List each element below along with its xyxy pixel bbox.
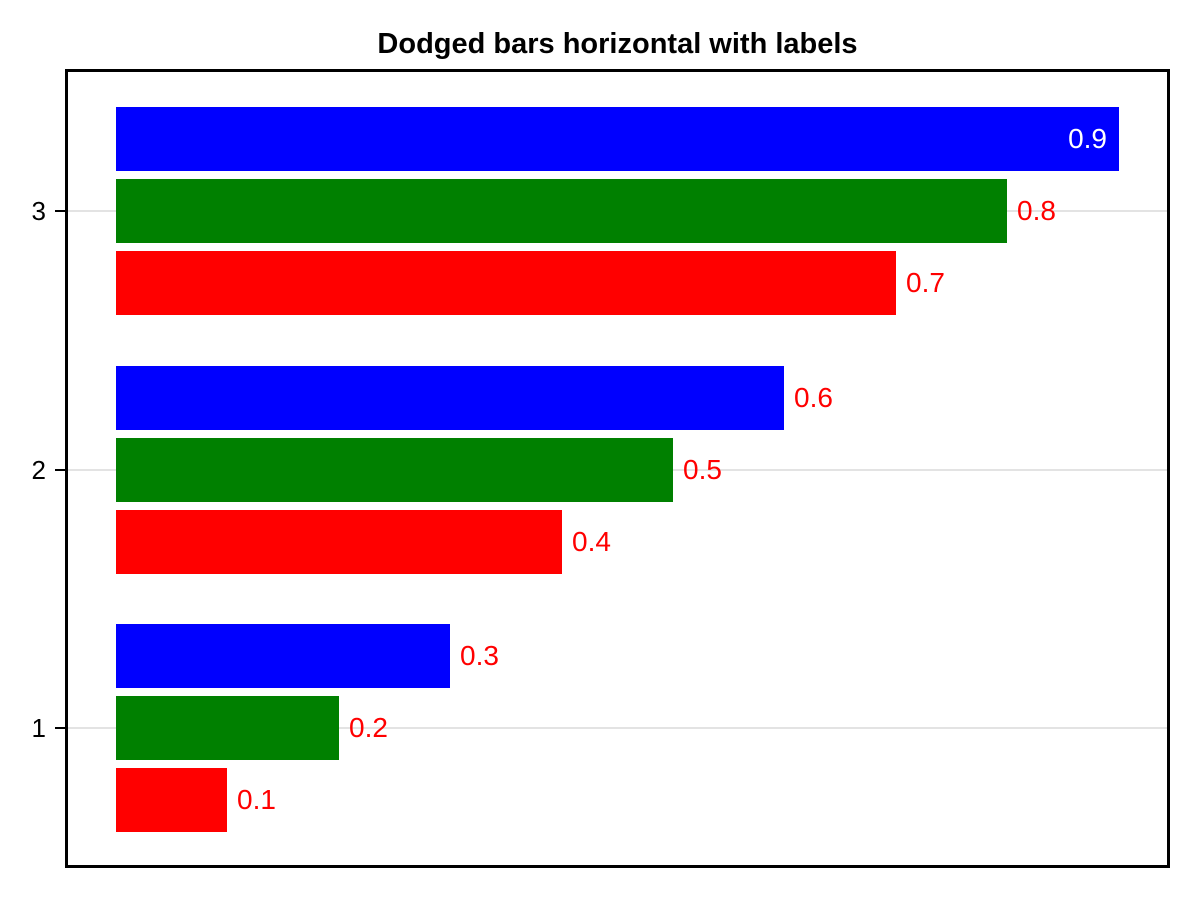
y-tick-mark [55, 210, 66, 212]
bar-value-label: 0.1 [237, 784, 276, 815]
y-tick-label: 2 [31, 454, 46, 485]
bar-blue-series-group2 [116, 366, 784, 430]
bar-red-series-group1 [116, 768, 227, 832]
bar-value-label: 0.6 [794, 382, 833, 413]
y-gridline [68, 727, 1167, 729]
y-tick-label: 3 [31, 196, 46, 226]
bar-green-series-group1 [116, 696, 339, 760]
bar-blue-series-group1 [116, 624, 450, 688]
bar-red-series-group3 [116, 251, 896, 315]
y-tick-mark [55, 468, 66, 471]
bar-value-label: 0.3 [460, 640, 499, 671]
chart-title: Dodged bars horizontal with labels [377, 28, 858, 60]
bar-value-label: 0.4 [572, 526, 611, 557]
bar-red-series-group2 [116, 510, 562, 574]
bar-value-label: 0.7 [906, 267, 945, 298]
bar-value-label: 0.8 [1017, 195, 1056, 226]
y-tick-mark [55, 727, 66, 729]
bar-blue-series-group3: 0.9 [116, 107, 1119, 171]
bar-green-series-group3 [116, 179, 1007, 243]
bar-green-series-group2 [116, 438, 673, 502]
bar-value-label: 0.5 [683, 454, 722, 485]
bar-value-label: 0.9 [1068, 123, 1107, 154]
bar-value-label: 0.2 [349, 712, 388, 743]
y-tick-label: 1 [31, 713, 46, 743]
